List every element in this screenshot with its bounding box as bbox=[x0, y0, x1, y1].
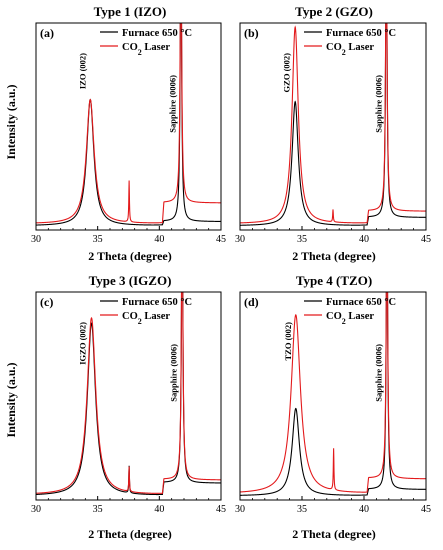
x-tick-label: 30 bbox=[31, 504, 41, 515]
series-line-furnace bbox=[36, 23, 221, 226]
panel-letter: (c) bbox=[40, 295, 53, 309]
x-tick-label: 45 bbox=[421, 504, 431, 515]
x-tick-label: 35 bbox=[93, 504, 103, 515]
panel-title: Type 1 (IZO) bbox=[94, 4, 167, 19]
series-line-furnace bbox=[240, 292, 426, 496]
series-line-laser bbox=[240, 292, 426, 493]
legend-label-laser: CO2 Laser bbox=[326, 311, 374, 326]
plot-frame bbox=[35, 22, 222, 231]
x-tick-label: 30 bbox=[235, 234, 245, 245]
x-tick-label: 40 bbox=[154, 234, 164, 245]
x-tick-label: 35 bbox=[297, 234, 307, 245]
panel-letter: (a) bbox=[40, 26, 54, 40]
x-axis-label: 2 Theta (degree) bbox=[292, 249, 376, 263]
panel-type4: Type 4 (TZO) 2 Theta (degree) 30 35 40 45 (d… bbox=[235, 273, 431, 541]
x-tick-label: 30 bbox=[235, 504, 245, 515]
x-tick-label: 40 bbox=[359, 234, 369, 245]
plot-frame bbox=[239, 22, 427, 231]
x-tick-label: 40 bbox=[359, 504, 369, 515]
panel-type2: Type 2 (GZO) 2 Theta (degree) 30 35 40 45 (b… bbox=[235, 4, 431, 263]
peak-annotation-film: TZO (002) bbox=[283, 322, 293, 361]
legend-label-furnace: Furnace 650 °C bbox=[326, 28, 396, 39]
peak-annotation-film: IGZO (002) bbox=[77, 322, 87, 365]
legend-label-furnace: Furnace 650 °C bbox=[122, 28, 192, 39]
legend-label-laser: CO2 Laser bbox=[122, 42, 170, 57]
plot-frame bbox=[35, 291, 222, 501]
panel-type3: Type 3 (IGZO) Intensity (a.u.) 2 Theta (… bbox=[4, 273, 226, 541]
peak-annotation-film: IZO (002) bbox=[77, 53, 87, 89]
legend-label-furnace: Furnace 650 °C bbox=[122, 297, 192, 308]
y-axis-label: Intensity (a.u.) bbox=[4, 362, 18, 437]
panel-letter: (b) bbox=[244, 26, 259, 40]
legend-label-furnace: Furnace 650 °C bbox=[326, 297, 396, 308]
x-tick-label: 45 bbox=[216, 234, 226, 245]
x-tick-label: 45 bbox=[216, 504, 226, 515]
x-tick-label: 30 bbox=[31, 234, 41, 245]
legend-label-laser: CO2 Laser bbox=[122, 311, 170, 326]
peak-annotation-substrate: Sapphire (0006) bbox=[169, 344, 179, 402]
panel-title: Type 2 (GZO) bbox=[295, 4, 373, 19]
y-axis-label: Intensity (a.u.) bbox=[4, 84, 18, 159]
panel-title: Type 3 (IGZO) bbox=[89, 273, 172, 288]
x-axis-label: 2 Theta (degree) bbox=[292, 527, 376, 541]
panel-title: Type 4 (TZO) bbox=[296, 273, 372, 288]
x-tick-label: 35 bbox=[297, 504, 307, 515]
series-line-furnace bbox=[240, 23, 426, 226]
x-axis-label: 2 Theta (degree) bbox=[88, 249, 172, 263]
peak-annotation-substrate: Sapphire (0006) bbox=[167, 75, 177, 133]
x-axis-label: 2 Theta (degree) bbox=[88, 527, 172, 541]
series-line-laser bbox=[240, 23, 426, 224]
series-line-laser bbox=[36, 292, 221, 494]
legend-label-laser: CO2 Laser bbox=[326, 42, 374, 57]
series-line-laser bbox=[36, 23, 221, 224]
peak-annotation-film: GZO (002) bbox=[282, 53, 292, 93]
x-tick-label: 40 bbox=[154, 504, 164, 515]
plot-frame bbox=[239, 291, 427, 501]
peak-annotation-substrate: Sapphire (0006) bbox=[373, 75, 383, 133]
peak-annotation-substrate: Sapphire (0006) bbox=[373, 344, 383, 402]
x-tick-label: 35 bbox=[93, 234, 103, 245]
panel-type1: Type 1 (IZO) Intensity (a.u.) 2 Theta (d… bbox=[4, 4, 226, 263]
x-tick-label: 45 bbox=[421, 234, 431, 245]
panel-letter: (d) bbox=[244, 295, 259, 309]
